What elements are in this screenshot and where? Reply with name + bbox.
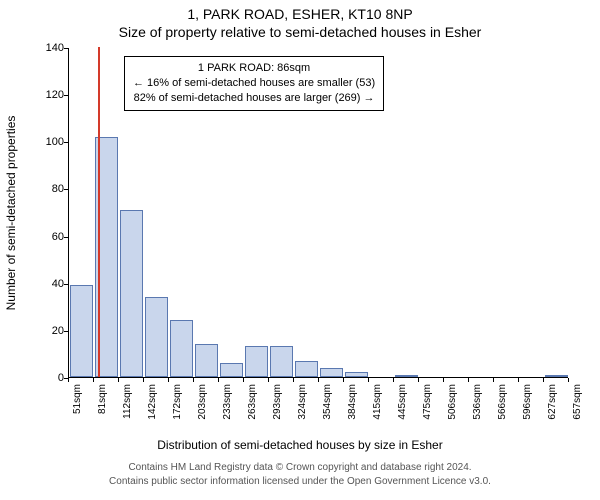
annotation-line-1: 1 PARK ROAD: 86sqm [133,61,375,76]
histogram-bar [145,297,168,377]
y-tick-label: 120 [38,89,64,101]
y-tick-mark [64,331,68,332]
y-axis-label: Number of semi-detached properties [4,18,18,213]
x-tick-mark [268,378,269,382]
x-tick-mark [193,378,194,382]
y-tick-label: 40 [38,278,64,290]
x-tick-label: 506sqm [447,384,458,432]
y-tick-mark [64,142,68,143]
x-tick-mark [218,378,219,382]
histogram-bar [245,346,268,377]
annotation-line-3: 82% of semi-detached houses are larger (… [133,91,375,106]
annotation-line-2: ← 16% of semi-detached houses are smalle… [133,76,375,91]
x-tick-mark [68,378,69,382]
histogram-bar [195,344,218,377]
chart-title: Size of property relative to semi-detach… [0,24,600,40]
x-tick-mark [143,378,144,382]
histogram-bar [120,210,143,377]
y-tick-label: 20 [38,325,64,337]
x-tick-mark [393,378,394,382]
x-tick-label: 566sqm [497,384,508,432]
x-tick-mark [493,378,494,382]
histogram-bar [270,346,293,377]
y-tick-label: 100 [38,136,64,148]
y-tick-label: 60 [38,231,64,243]
x-tick-label: 475sqm [422,384,433,432]
y-tick-label: 140 [38,42,64,54]
footer-line-2: Contains public sector information licen… [0,476,600,487]
chart-container: 1, PARK ROAD, ESHER, KT10 8NP Size of pr… [0,0,600,500]
histogram-bar [345,372,368,377]
y-tick-mark [64,48,68,49]
x-tick-mark [318,378,319,382]
x-tick-label: 657sqm [572,384,583,432]
y-tick-label: 80 [38,183,64,195]
histogram-bar [170,320,193,377]
x-tick-label: 81sqm [97,384,108,432]
x-tick-mark [168,378,169,382]
x-tick-mark [368,378,369,382]
address-line: 1, PARK ROAD, ESHER, KT10 8NP [0,6,600,22]
histogram-bar [295,361,318,378]
x-axis-label: Distribution of semi-detached houses by … [0,438,600,452]
y-tick-mark [64,189,68,190]
histogram-bar [220,363,243,377]
y-tick-label: 0 [38,372,64,384]
x-tick-label: 445sqm [397,384,408,432]
histogram-bar [320,368,343,377]
x-tick-mark [243,378,244,382]
histogram-bar [395,375,418,377]
x-tick-mark [518,378,519,382]
x-tick-label: 354sqm [322,384,333,432]
x-tick-label: 415sqm [372,384,383,432]
footer-line-1: Contains HM Land Registry data © Crown c… [0,462,600,473]
x-tick-mark [118,378,119,382]
x-tick-mark [443,378,444,382]
x-tick-label: 172sqm [172,384,183,432]
annotation-box: 1 PARK ROAD: 86sqm ← 16% of semi-detache… [124,56,384,111]
x-tick-label: 324sqm [297,384,308,432]
y-tick-mark [64,284,68,285]
x-tick-label: 112sqm [122,384,133,432]
x-tick-label: 536sqm [472,384,483,432]
x-tick-label: 263sqm [247,384,258,432]
x-tick-label: 384sqm [347,384,358,432]
y-tick-mark [64,95,68,96]
histogram-bar [70,285,93,377]
x-tick-mark [543,378,544,382]
histogram-bar [545,375,568,377]
x-tick-mark [568,378,569,382]
x-tick-mark [293,378,294,382]
x-tick-label: 233sqm [222,384,233,432]
x-tick-mark [93,378,94,382]
x-tick-label: 596sqm [522,384,533,432]
x-tick-label: 293sqm [272,384,283,432]
x-tick-mark [468,378,469,382]
property-marker-line [98,47,100,377]
x-tick-label: 203sqm [197,384,208,432]
x-tick-label: 627sqm [547,384,558,432]
x-tick-mark [418,378,419,382]
y-tick-mark [64,237,68,238]
x-tick-mark [343,378,344,382]
x-tick-label: 51sqm [72,384,83,432]
x-tick-label: 142sqm [147,384,158,432]
